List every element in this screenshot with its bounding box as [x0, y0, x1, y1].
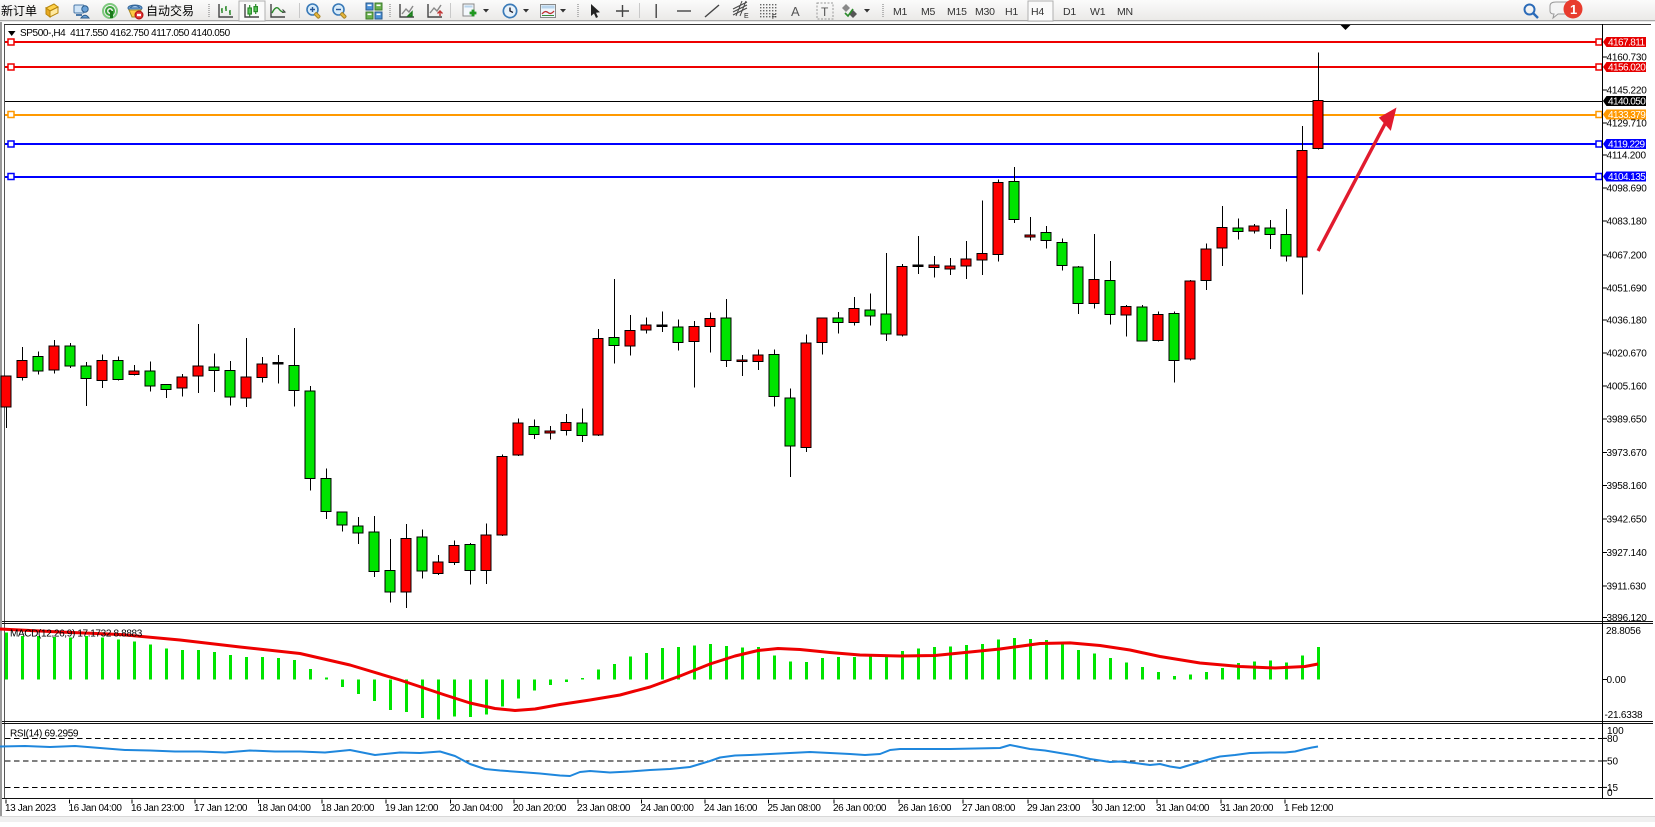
svg-text:1: 1	[1570, 2, 1577, 17]
svg-text:F: F	[772, 14, 776, 21]
svg-text:新订单: 新订单	[1, 3, 37, 18]
svg-text:4036.180: 4036.180	[1607, 316, 1648, 327]
svg-text:19 Jan 12:00: 19 Jan 12:00	[385, 803, 439, 814]
svg-text:-21.6338: -21.6338	[1605, 710, 1644, 721]
svg-text:4020.670: 4020.670	[1607, 349, 1648, 360]
svg-text:26 Jan 00:00: 26 Jan 00:00	[833, 803, 887, 814]
svg-text:M15: M15	[947, 6, 967, 18]
svg-text:18 Jan 04:00: 18 Jan 04:00	[258, 803, 312, 814]
svg-text:T: T	[821, 5, 829, 19]
svg-text:23 Jan 08:00: 23 Jan 08:00	[577, 803, 631, 814]
svg-text:30 Jan 12:00: 30 Jan 12:00	[1092, 803, 1146, 814]
svg-text:28.8056: 28.8056	[1606, 626, 1641, 637]
svg-text:3973.670: 3973.670	[1607, 448, 1648, 459]
svg-text:17 Jan 12:00: 17 Jan 12:00	[194, 803, 248, 814]
svg-text:0.00: 0.00	[1607, 675, 1627, 686]
svg-text:3958.160: 3958.160	[1607, 481, 1648, 492]
svg-text:4140.050: 4140.050	[1608, 97, 1646, 108]
svg-text:25 Jan 08:00: 25 Jan 08:00	[768, 803, 822, 814]
svg-text:4104.135: 4104.135	[1608, 172, 1646, 183]
svg-text:3911.630: 3911.630	[1607, 582, 1647, 593]
svg-text:20 Jan 20:00: 20 Jan 20:00	[513, 803, 567, 814]
svg-text:4145.220: 4145.220	[1607, 86, 1648, 97]
svg-text:4067.200: 4067.200	[1607, 251, 1648, 262]
svg-text:A: A	[791, 4, 800, 19]
svg-text:SP500-,H4 4117.550 4162.750 4: SP500-,H4 4117.550 4162.750 4117.050 414…	[20, 28, 231, 39]
svg-text:3989.650: 3989.650	[1607, 415, 1648, 426]
svg-text:4133.379: 4133.379	[1608, 110, 1646, 121]
svg-text:29 Jan 23:00: 29 Jan 23:00	[1027, 803, 1081, 814]
svg-text:24 Jan 16:00: 24 Jan 16:00	[704, 803, 758, 814]
svg-text:自动交易: 自动交易	[146, 3, 194, 18]
svg-text:4005.160: 4005.160	[1607, 382, 1648, 393]
svg-text:H4: H4	[1031, 6, 1044, 18]
svg-text:H1: H1	[1005, 6, 1018, 18]
svg-text:4167.811: 4167.811	[1608, 38, 1646, 49]
svg-text:4119.229: 4119.229	[1608, 140, 1646, 151]
svg-text:31 Jan 04:00: 31 Jan 04:00	[1156, 803, 1210, 814]
svg-text:24 Jan 00:00: 24 Jan 00:00	[641, 803, 695, 814]
svg-text:100: 100	[1607, 726, 1624, 737]
svg-text:26 Jan 16:00: 26 Jan 16:00	[898, 803, 952, 814]
svg-text:4114.200: 4114.200	[1607, 151, 1647, 162]
svg-text:MN: MN	[1117, 6, 1133, 18]
svg-text:15: 15	[1607, 783, 1619, 794]
svg-text:3942.650: 3942.650	[1607, 515, 1648, 526]
svg-text:RSI(14) 69.2959: RSI(14) 69.2959	[10, 729, 79, 740]
svg-text:4129.710: 4129.710	[1607, 119, 1648, 130]
svg-text:W1: W1	[1090, 6, 1106, 18]
svg-text:1 Feb 12:00: 1 Feb 12:00	[1284, 803, 1334, 814]
svg-text:4098.690: 4098.690	[1607, 184, 1648, 195]
svg-text:20 Jan 04:00: 20 Jan 04:00	[450, 803, 504, 814]
svg-text:16 Jan 23:00: 16 Jan 23:00	[131, 803, 185, 814]
svg-text:18 Jan 20:00: 18 Jan 20:00	[321, 803, 375, 814]
svg-text:4051.690: 4051.690	[1607, 284, 1648, 295]
svg-text:4083.180: 4083.180	[1607, 217, 1648, 228]
svg-text:3896.120: 3896.120	[1607, 613, 1648, 624]
svg-text:D1: D1	[1063, 6, 1076, 18]
svg-text:4160.730: 4160.730	[1607, 53, 1648, 64]
svg-text:0: 0	[1607, 788, 1613, 799]
svg-text:80: 80	[1607, 734, 1619, 745]
svg-text:E: E	[744, 13, 749, 20]
svg-text:M5: M5	[921, 6, 936, 18]
svg-text:3927.140: 3927.140	[1607, 548, 1648, 559]
svg-text:27 Jan 08:00: 27 Jan 08:00	[962, 803, 1016, 814]
svg-text:MACD(12,26,9) 17.1732 8.8883: MACD(12,26,9) 17.1732 8.8883	[10, 629, 143, 640]
svg-text:13 Jan 2023: 13 Jan 2023	[5, 803, 56, 814]
svg-text:4156.020: 4156.020	[1608, 63, 1646, 74]
svg-text:31 Jan 20:00: 31 Jan 20:00	[1220, 803, 1274, 814]
svg-text:16 Jan 04:00: 16 Jan 04:00	[69, 803, 123, 814]
svg-text:50: 50	[1607, 756, 1619, 767]
svg-text:M1: M1	[893, 6, 908, 18]
svg-text:M30: M30	[975, 6, 995, 18]
